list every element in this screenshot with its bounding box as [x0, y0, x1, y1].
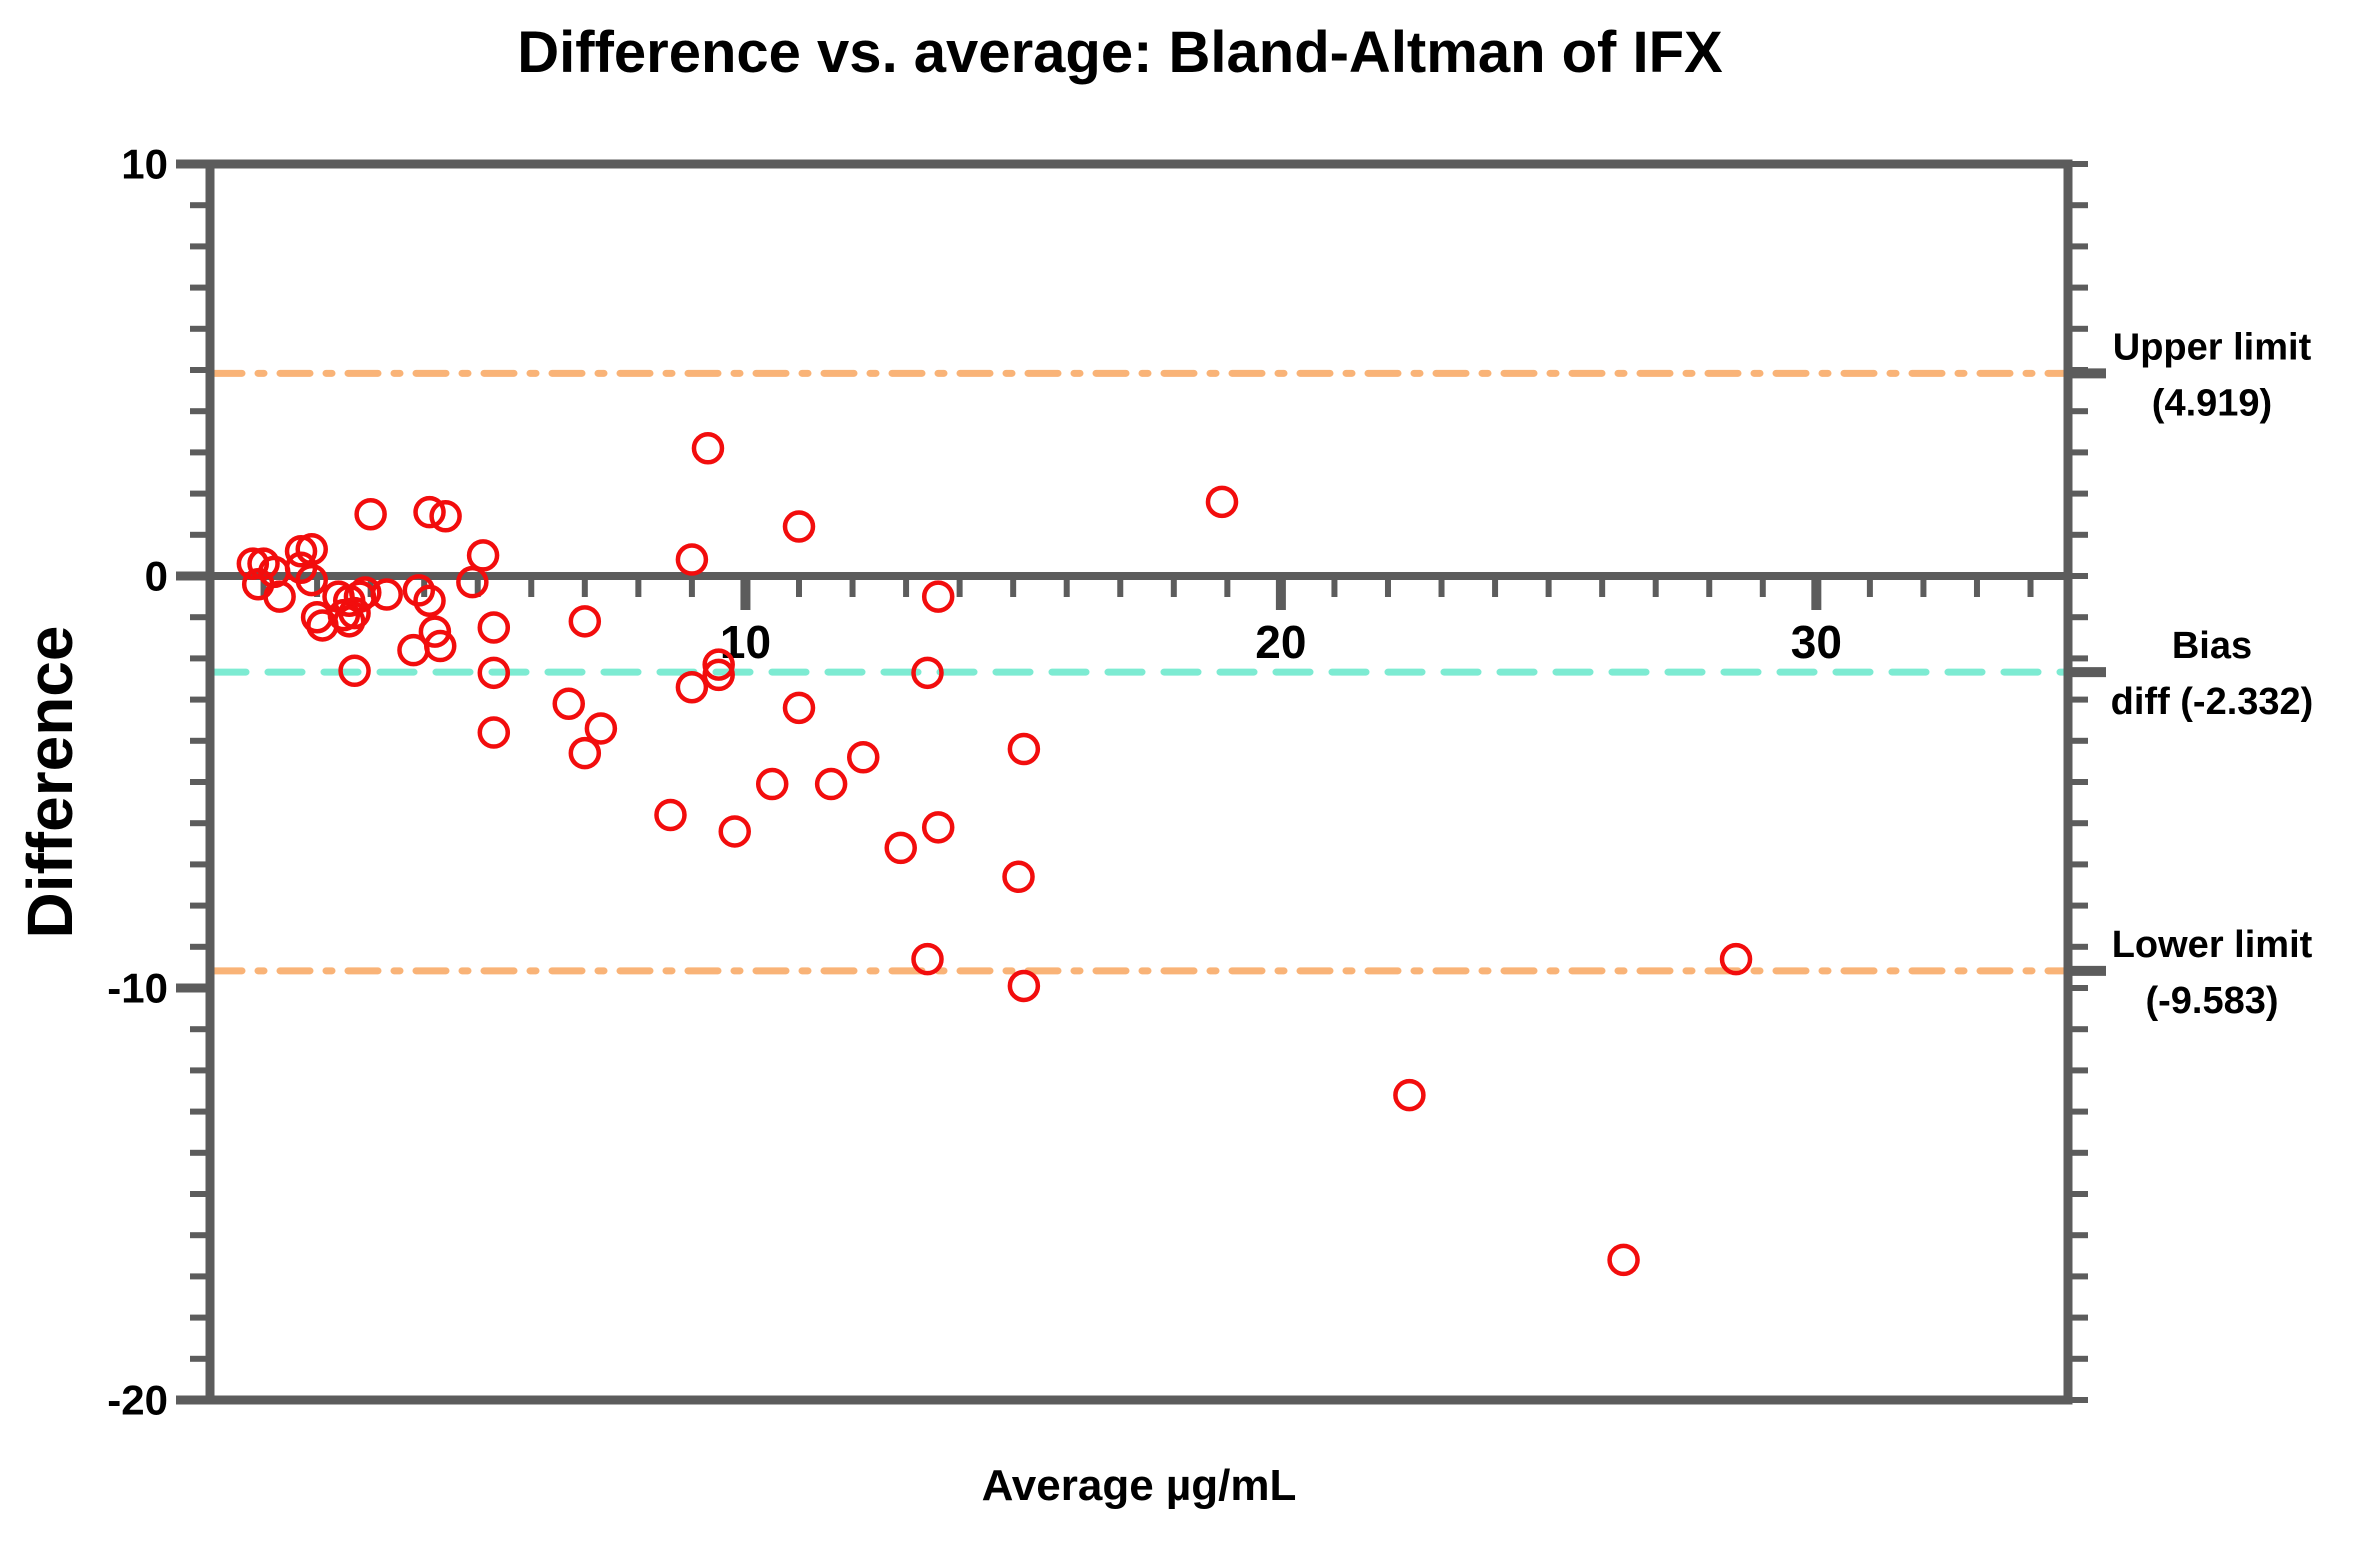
axis-ticks: [176, 159, 2106, 1405]
data-point: [418, 615, 452, 648]
data-point: [718, 815, 751, 848]
data-point: [1002, 860, 1035, 894]
data-point: [236, 547, 270, 580]
x-tick-label: 10: [720, 616, 771, 668]
data-point: [263, 580, 296, 613]
data-point: [552, 687, 585, 720]
data-point: [568, 605, 602, 638]
data-point: [1007, 969, 1041, 1003]
data-point: [354, 497, 387, 531]
y-axis-title: Difference: [14, 626, 86, 939]
bias-label-line2: diff (-2.332): [2111, 681, 2314, 723]
data-point: [654, 798, 687, 832]
data-point: [584, 712, 618, 745]
y-tick-label: -10: [107, 965, 168, 1012]
data-point: [295, 532, 328, 566]
data-point: [691, 432, 725, 465]
data-point: [1007, 732, 1041, 766]
data-point: [423, 629, 457, 663]
x-tick-label: 30: [1791, 616, 1842, 668]
data-points: [236, 432, 1753, 1277]
data-point: [1393, 1078, 1426, 1112]
data-point: [477, 716, 511, 749]
plot-frame: [205, 159, 2073, 1405]
data-point: [466, 539, 500, 572]
data-point: [814, 767, 848, 801]
upper-limit-label-line1: Upper limit: [2113, 326, 2312, 368]
reference-lines: [208, 369, 2070, 975]
data-point: [338, 654, 371, 688]
data-point: [782, 510, 816, 543]
data-point: [911, 942, 944, 976]
plot-border: [205, 159, 2073, 1405]
data-point: [413, 495, 446, 529]
bias-label-line1: Bias: [2172, 625, 2252, 667]
data-point: [675, 670, 709, 704]
data-point: [702, 648, 735, 681]
y-tick-label: 10: [121, 141, 168, 188]
lower-limit-label-line2: (-9.583): [2145, 980, 2278, 1022]
data-point: [1719, 942, 1753, 976]
chart-title: Difference vs. average: Bland-Altman of …: [517, 20, 1723, 85]
tick-labels: 10 0 -10 -20 10 20 30: [107, 141, 1842, 1424]
data-point: [755, 767, 789, 801]
upper-limit-label-line2: (4.919): [2152, 382, 2272, 424]
data-point: [568, 736, 602, 770]
data-point: [477, 611, 511, 644]
data-point: [921, 811, 955, 844]
data-point: [921, 580, 955, 613]
data-point: [846, 741, 880, 774]
data-point: [884, 831, 917, 865]
data-point: [338, 596, 371, 630]
data-point: [370, 578, 403, 611]
data-point: [911, 656, 944, 690]
data-point: [1205, 485, 1239, 519]
data-point: [675, 543, 709, 576]
data-point: [295, 563, 328, 597]
x-axis-title: Average µg/mL: [982, 1461, 1297, 1510]
data-point: [782, 691, 816, 725]
data-point: [1607, 1243, 1640, 1277]
y-tick-label: 0: [145, 553, 168, 600]
data-point: [477, 656, 511, 690]
limit-annotations: Upper limit (4.919) Bias diff (-2.332) Lower…: [2111, 326, 2314, 1021]
data-point: [429, 500, 462, 533]
data-point: [413, 584, 446, 617]
x-tick-label: 20: [1255, 616, 1306, 668]
data-point: [702, 658, 735, 692]
lower-limit-label-line1: Lower limit: [2112, 924, 2313, 966]
data-point: [456, 565, 489, 599]
y-tick-label: -20: [107, 1377, 168, 1424]
data-point: [402, 574, 436, 607]
